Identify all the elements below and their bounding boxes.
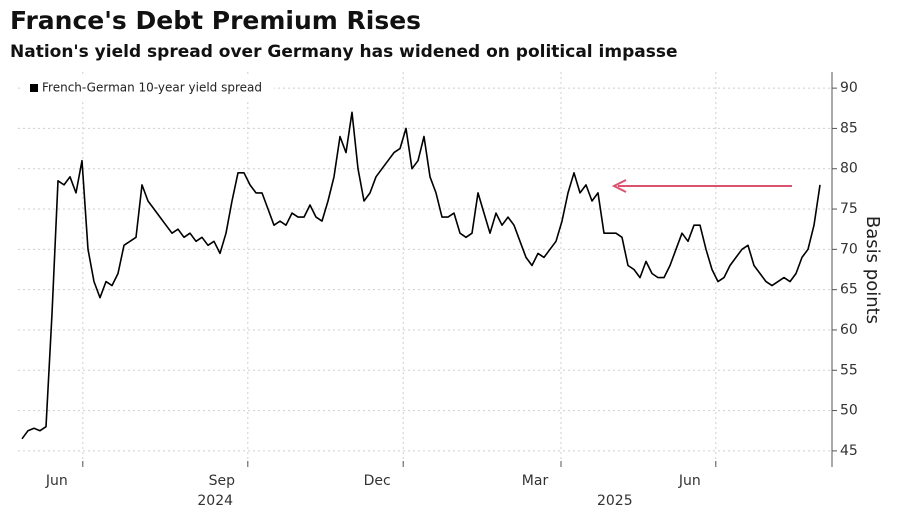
x-tick-label: Dec: [364, 473, 391, 489]
chart-title: France's Debt Premium Rises: [10, 6, 421, 35]
series-line: [21, 111, 821, 440]
legend-swatch: [30, 84, 38, 92]
grid: 45 50 55 60 65 70 75 80 85 90 Jun Sep Dec Mar Jun 2024 2…: [18, 72, 858, 509]
y-axis-label: Basis points: [862, 216, 883, 324]
y-tick-label: 85: [840, 120, 858, 136]
legend-box: [22, 76, 274, 100]
y-tick-label: 90: [840, 80, 858, 96]
plot: [21, 111, 821, 440]
x-tick-label: Mar: [522, 473, 549, 489]
y-tick-label: 55: [840, 362, 858, 378]
x-year-label: 2024: [197, 493, 233, 509]
x-tick-label: Sep: [209, 473, 236, 489]
y-tick-label: 50: [840, 403, 858, 419]
y-tick-label: 75: [840, 201, 858, 217]
y-tick-label: 80: [840, 161, 858, 177]
annotation-arrowhead: [611, 179, 627, 193]
x-tick-label: Jun: [678, 473, 701, 489]
chart-subtitle: Nation's yield spread over Germany has w…: [10, 42, 678, 62]
legend-label: French-German 10-year yield spread: [42, 81, 262, 95]
x-tick-label: Jun: [45, 473, 68, 489]
y-tick-label: 65: [840, 282, 858, 298]
x-year-label: 2025: [597, 493, 633, 509]
y-tick-label: 60: [840, 322, 858, 338]
y-tick-label: 70: [840, 241, 858, 257]
y-tick-label: 45: [840, 443, 858, 459]
